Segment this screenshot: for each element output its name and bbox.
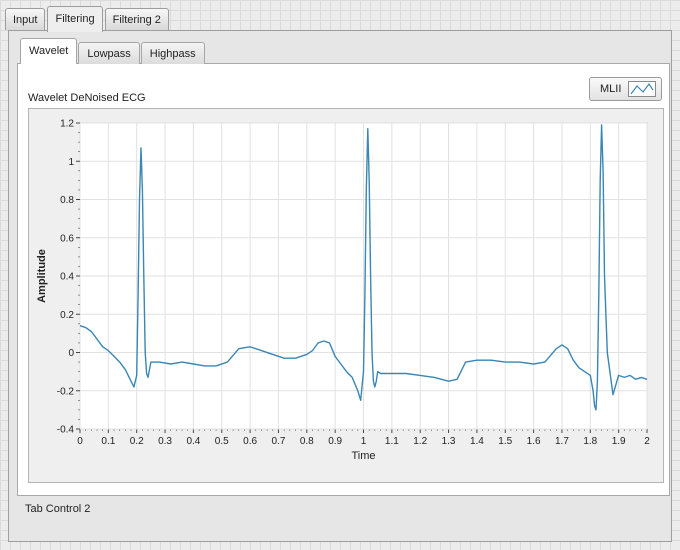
tab-control-label: Tab Control 2 [25,503,91,515]
y-tick-label: -0.2 [57,386,75,397]
inner-tab-bar: Wavelet Lowpass Highpass [20,38,206,64]
y-axis-label: Amplitude [36,249,48,303]
y-tick-label: -0.4 [57,425,75,436]
y-tick-label: 1.2 [60,119,74,130]
x-axis-label: Time [351,450,375,462]
x-tick-label: 1.3 [442,436,456,447]
tab-highpass[interactable]: Highpass [140,42,205,64]
outer-tab-bar: Input Filtering Filtering 2 [5,6,171,32]
x-tick-label: 2 [644,436,650,447]
y-tick-label: 0.2 [60,310,74,321]
x-tick-label: 0.5 [215,436,229,447]
tab-filtering[interactable]: Filtering [47,6,103,32]
x-tick-label: 1.5 [498,436,512,447]
y-tick-label: 1 [68,157,74,168]
plot-legend[interactable]: MLII [589,77,662,101]
y-tick-label: 0.6 [60,233,74,244]
line-style-icon[interactable] [628,81,656,97]
tab-lowpass[interactable]: Lowpass [78,42,140,64]
x-tick-label: 0.2 [130,436,144,447]
x-tick-label: 0.7 [271,436,285,447]
x-tick-label: 0 [77,436,83,447]
chart-svg: 0 0.1 0.2 0.3 0.4 0.5 0.6 0.7 0.8 0.9 1 1.1 1.2 1.3 1.… [36,119,650,463]
x-tick-label: 1 [361,436,367,447]
waveform-graph[interactable]: 0 0.1 0.2 0.3 0.4 0.5 0.6 0.7 0.8 0.9 1 1.1 1.2 1.3 1.… [28,108,664,483]
tab-wavelet[interactable]: Wavelet [20,38,78,64]
x-tick-label: 1.4 [470,436,484,447]
graph-title: Wavelet DeNoised ECG [28,92,146,104]
x-tick-label: 1.7 [555,436,569,447]
tab-input[interactable]: Input [5,8,46,30]
x-tick-label: 1.8 [583,436,597,447]
series-line-mlii [79,124,648,411]
x-tick-label: 1.1 [385,436,399,447]
y-tick-label: 0.8 [60,195,74,206]
x-tick-label: 1.6 [527,436,541,447]
x-tick-label: 0.8 [300,436,314,447]
x-tick-label: 1.2 [413,436,427,447]
tab-filtering-2[interactable]: Filtering 2 [104,8,169,30]
x-tick-label: 0.1 [101,436,115,447]
x-tick-label: 0.3 [158,436,172,447]
legend-label: MLII [600,83,622,95]
x-tick-label: 0.6 [243,436,257,447]
x-tick-label: 1.9 [612,436,626,447]
y-tick-label: 0.4 [60,272,74,283]
x-tick-label: 0.9 [328,436,342,447]
x-tick-label: 0.4 [186,436,200,447]
y-tick-label: 0 [68,348,74,359]
